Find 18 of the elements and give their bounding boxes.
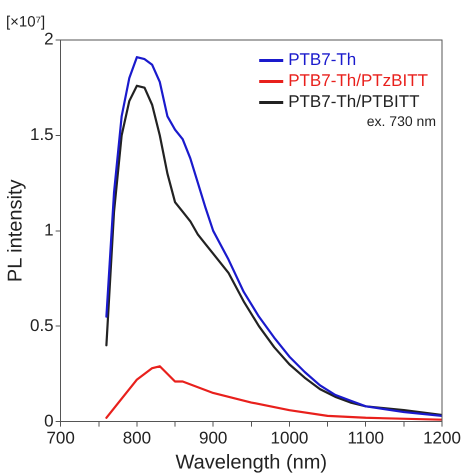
x-tick-label: 1200 bbox=[423, 428, 461, 448]
y-tick-label: 1 bbox=[44, 220, 54, 240]
legend-label: PTB7-Th bbox=[288, 50, 356, 70]
x-tick-label: 700 bbox=[46, 428, 75, 448]
y-axis-title: PL intensity bbox=[4, 179, 27, 282]
y-tick-label: 1.5 bbox=[30, 125, 54, 144]
legend-label: PTB7-Th/PTBITT bbox=[288, 92, 420, 112]
x-tick-label: 900 bbox=[198, 428, 228, 448]
legend-label: PTB7-Th/PTzBITT bbox=[288, 71, 428, 90]
y-tick-label: 0 bbox=[44, 411, 54, 430]
x-tick-label: 1100 bbox=[347, 428, 384, 448]
y-tick-label: 0.5 bbox=[30, 316, 54, 335]
text: [×10⁷] bbox=[6, 14, 46, 31]
x-tick-label: 800 bbox=[122, 428, 152, 448]
annotation: ex. 730 nm bbox=[366, 112, 436, 129]
y-tick-label: 2 bbox=[44, 30, 54, 49]
x-axis-title: Wavelength (nm) bbox=[176, 452, 328, 474]
x-tick-label: 1000 bbox=[270, 428, 308, 448]
